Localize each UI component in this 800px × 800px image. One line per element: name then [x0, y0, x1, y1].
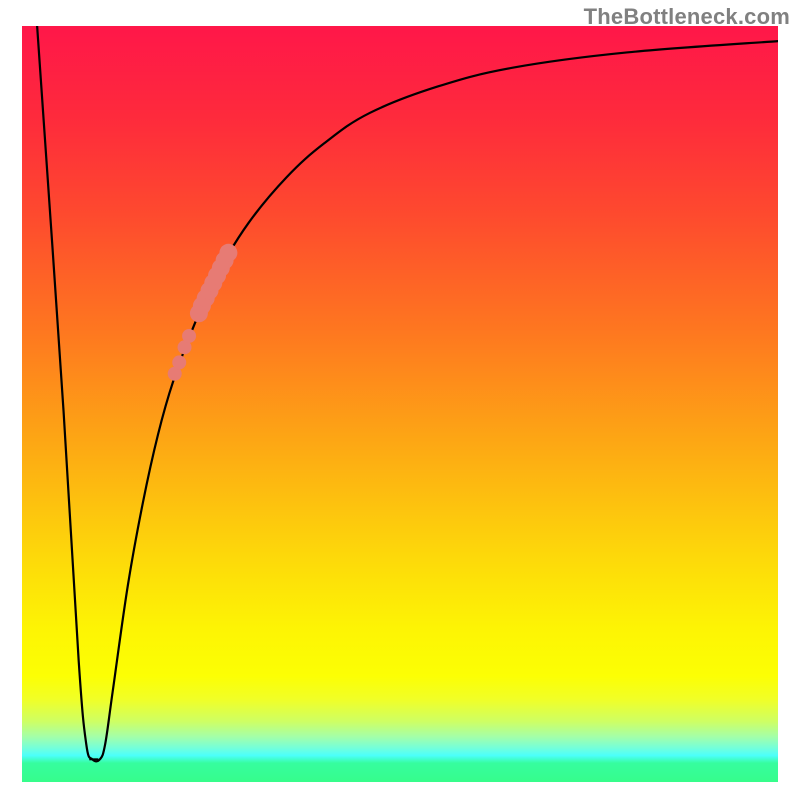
- highlight-marker: [182, 329, 196, 343]
- highlight-marker: [172, 355, 186, 369]
- gradient-background: [22, 26, 778, 782]
- highlight-marker: [219, 244, 237, 262]
- plot-svg: [22, 26, 778, 782]
- plot-area: [22, 26, 778, 782]
- watermark-text: TheBottleneck.com: [584, 4, 790, 30]
- figure-root: TheBottleneck.com: [0, 0, 800, 800]
